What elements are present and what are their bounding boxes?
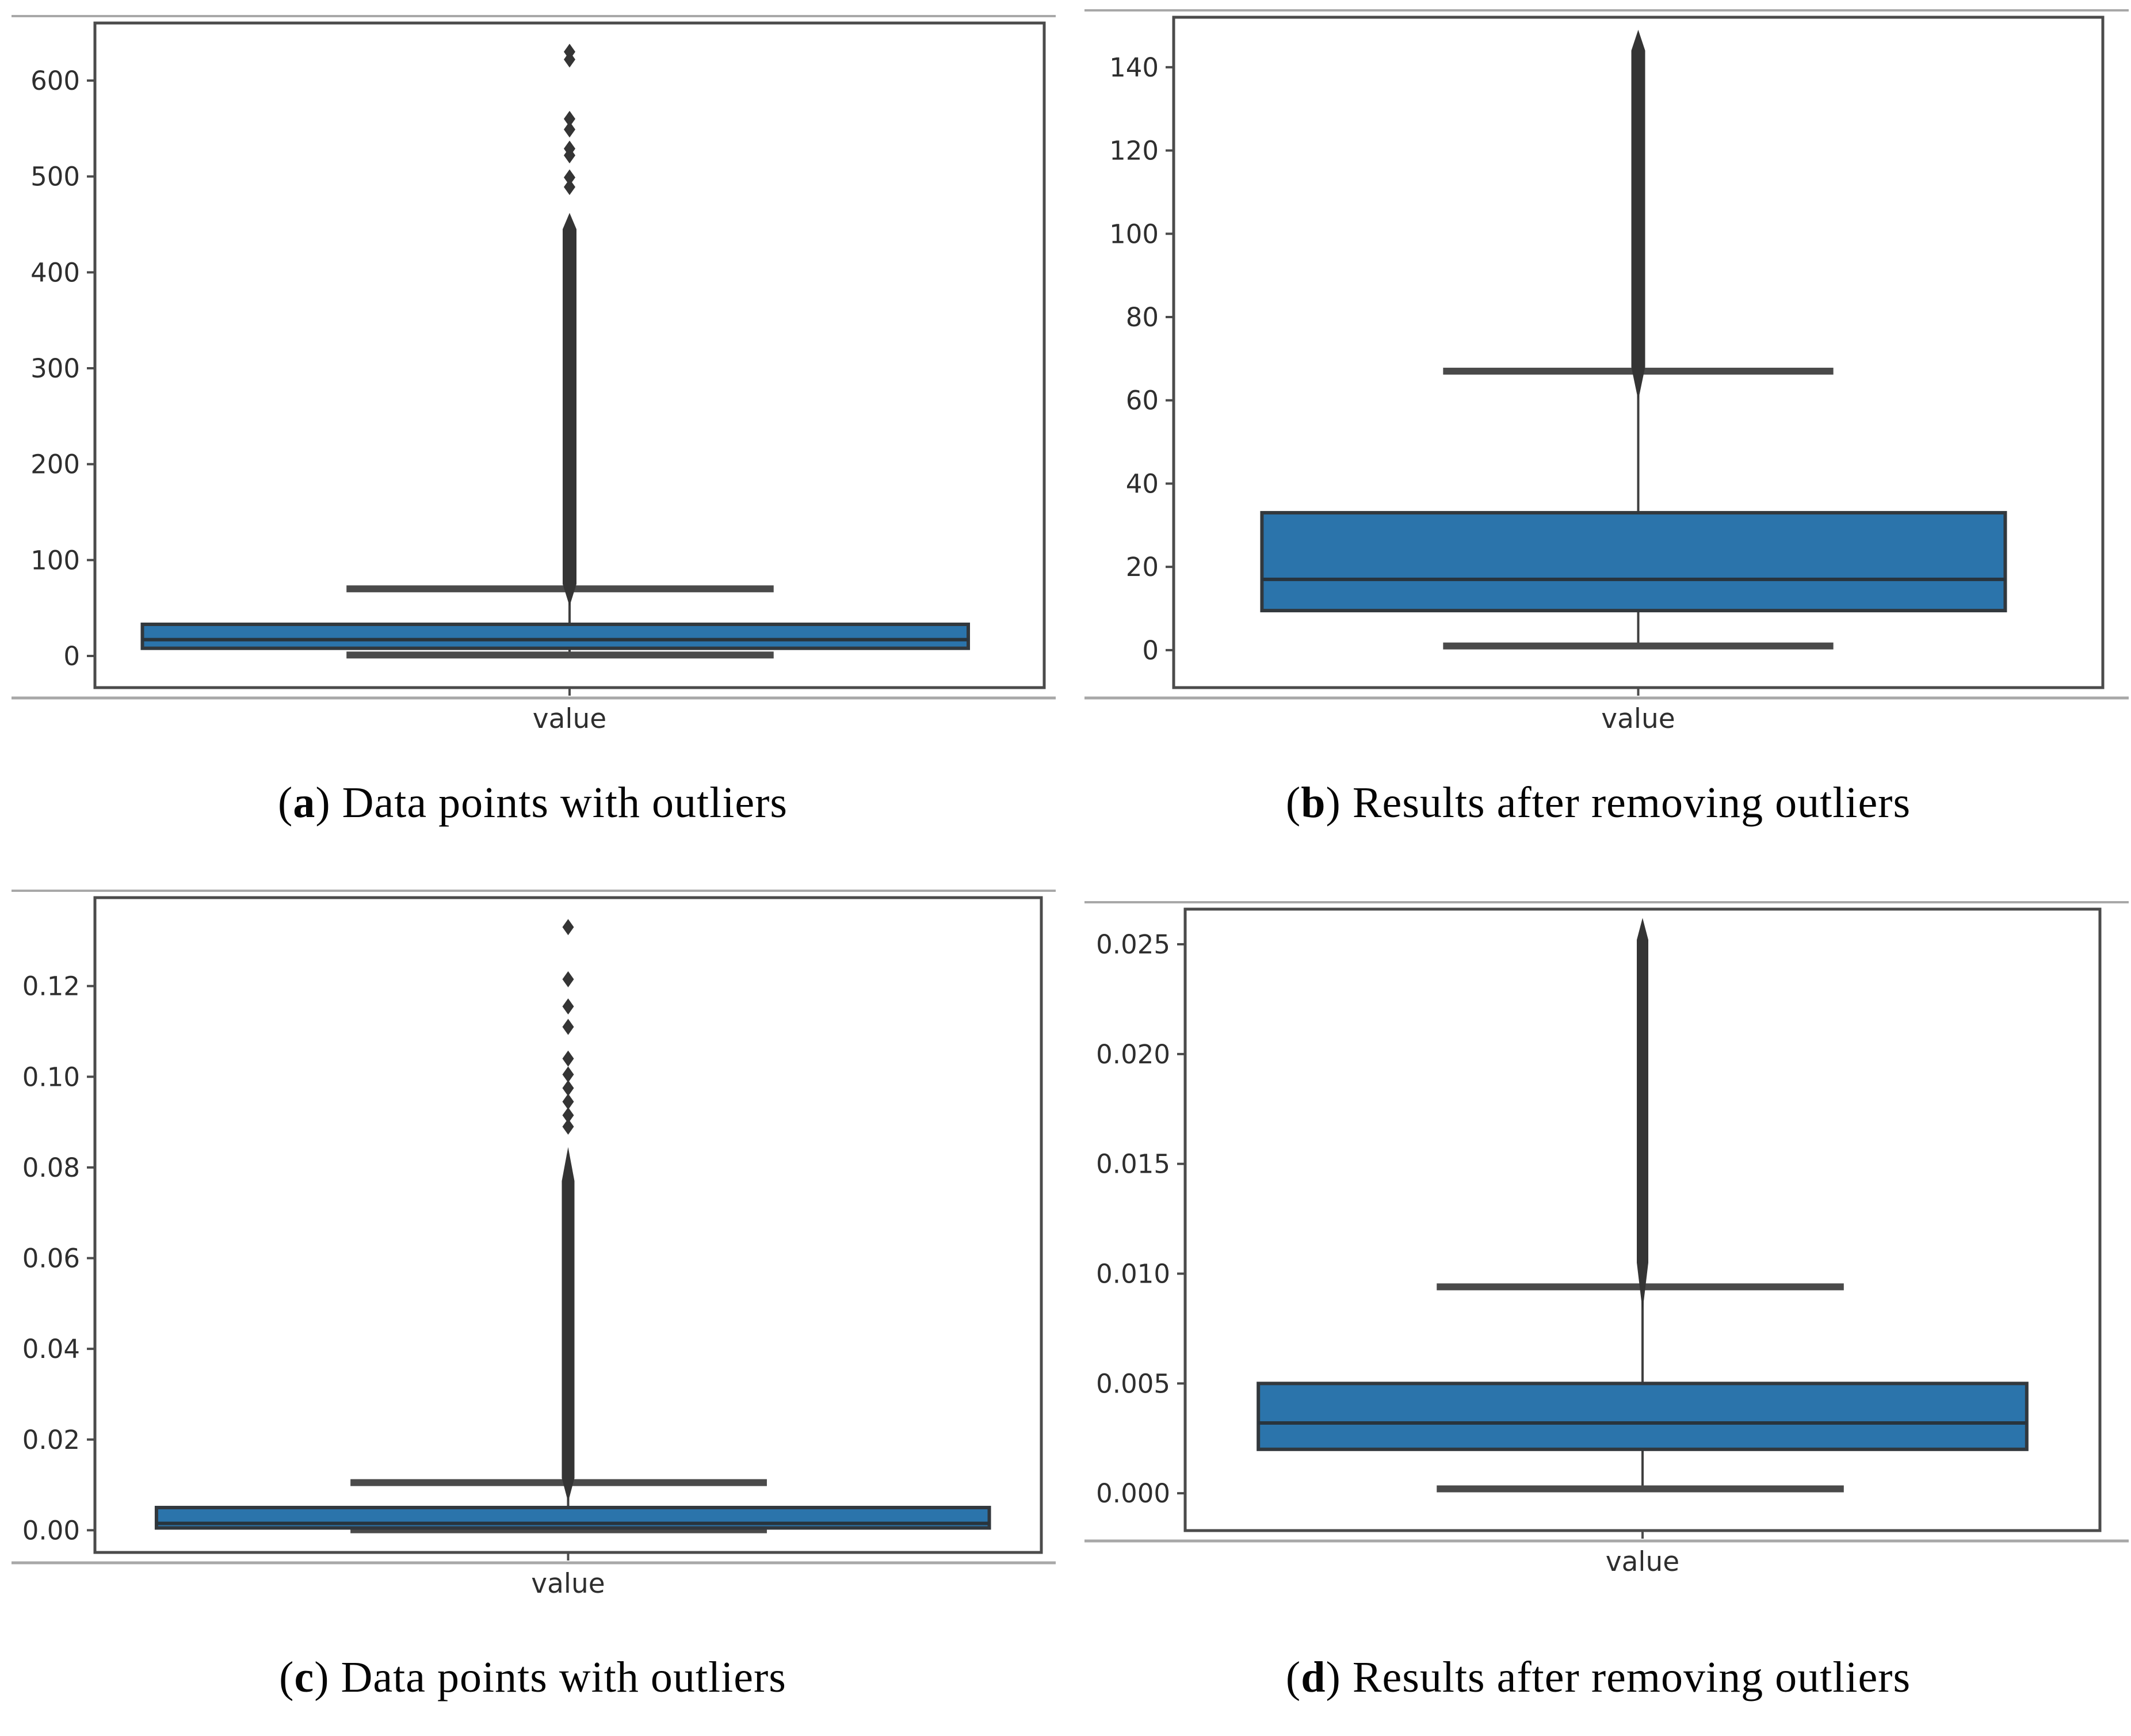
caption-a-letter: a [293,779,316,827]
boxplot-panel-d: 0.000 0.005 0.010 0.015 0.020 0.025 value [1084,877,2129,1603]
outlier-point [562,1079,574,1096]
y-tick-label: 60 [1126,386,1159,416]
x-axis-label: value [533,703,606,734]
y-tick-label: 120 [1109,136,1159,166]
y-tick-label: 0 [1142,635,1159,666]
y-tick-label: 0.025 [1096,929,1170,960]
caption-b-close: ) [1326,779,1341,827]
y-tick-label: 0.010 [1096,1258,1170,1289]
outlier-point [562,1050,574,1067]
lower-whisker-cap [1437,1485,1844,1493]
boxplot-panel-b: 0 20 40 60 80 100 120 140 value [1084,3,2129,734]
outlier-point [562,971,574,987]
y-tick-label: 400 [30,257,80,288]
caption-a: (a) Data points with outliers [0,778,1066,828]
outlier-point [564,179,575,195]
y-tick-label: 0.02 [22,1425,80,1455]
outlier-strip [563,213,576,606]
caption-c-letter: c [294,1653,315,1701]
upper-whisker-cap [350,1479,767,1486]
x-axis-label: value [531,1568,605,1600]
y-tick-label: 0.06 [22,1243,80,1274]
y-tick-label: 200 [30,449,80,480]
x-axis-label: value [1606,1546,1679,1578]
y-tick-label: 0.10 [22,1062,80,1092]
y-tick-label: 0.08 [22,1153,80,1183]
lower-whisker-cap [1443,642,1834,650]
outlier-point [564,110,575,127]
y-tick-label: 0.005 [1096,1368,1170,1399]
y-tick-label: 140 [1109,52,1159,83]
caption-d-open: ( [1285,1653,1301,1701]
y-tick-label: 20 [1126,552,1159,582]
caption-c-text: Data points with outliers [329,1653,786,1701]
y-tick-label: 0.12 [22,971,80,1002]
upper-whisker-cap [346,585,774,593]
caption-b-open: ( [1285,779,1301,827]
y-tick-label: 300 [30,353,80,384]
y-tick-label: 0.020 [1096,1039,1170,1070]
x-axis-label: value [1601,703,1675,734]
caption-a-text: Data points with outliers [330,779,788,827]
outlier-strip [1631,29,1645,400]
caption-b: (b) Results after removing outliers [1066,778,2131,828]
boxplot-panel-c: 0.00 0.02 0.04 0.06 0.08 0.10 0.12 value [12,877,1056,1603]
outlier-point [562,1118,574,1135]
outlier-point [562,1107,574,1124]
outlier-point [564,147,575,163]
caption-c-close: ) [314,1653,330,1701]
outlier-point [564,51,575,68]
outlier-strip [562,1147,575,1502]
outlier-point [562,998,574,1015]
y-tick-label: 600 [30,66,80,96]
outlier-point [562,1093,574,1110]
y-tick-label: 0.000 [1096,1478,1170,1509]
iqr-box [140,623,970,650]
y-tick-label: 500 [30,162,80,192]
y-tick-label: 100 [30,545,80,575]
caption-c: (c) Data points with outliers [0,1653,1066,1703]
outlier-point [564,169,575,186]
y-tick-label: 0 [63,641,80,671]
caption-d-text: Results after removing outliers [1341,1653,1911,1701]
boxplot-panel-a: 0 100 200 300 400 500 600 value [12,3,1056,734]
caption-b-letter: b [1301,779,1326,827]
caption-a-open: ( [278,779,293,827]
y-tick-label: 0.00 [22,1515,80,1546]
caption-d-close: ) [1326,1653,1341,1701]
lower-whisker-cap [346,651,774,659]
caption-c-open: ( [279,1653,295,1701]
iqr-box [1257,1382,2029,1451]
outlier-point [562,1018,574,1035]
outlier-point [562,919,574,936]
outlier-strip [1637,918,1648,1311]
y-tick-label: 0.04 [22,1334,80,1364]
caption-d-letter: d [1301,1653,1326,1701]
y-tick-label: 80 [1126,302,1159,333]
caption-a-close: ) [315,779,331,827]
outlier-point [564,121,575,138]
outlier-point [562,1066,574,1083]
y-tick-label: 0.015 [1096,1149,1170,1180]
caption-d: (d) Results after removing outliers [1066,1653,2131,1703]
y-tick-label: 100 [1109,219,1159,249]
iqr-box [1260,511,2007,613]
caption-b-text: Results after removing outliers [1341,779,1911,827]
y-tick-label: 40 [1126,468,1159,499]
